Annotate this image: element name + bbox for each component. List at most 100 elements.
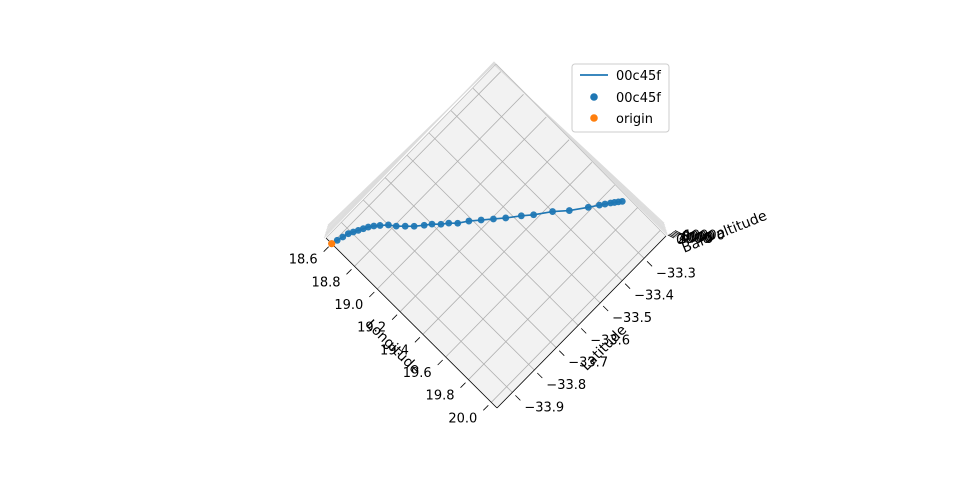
tick-mark-lon	[483, 405, 489, 411]
back-edge-right	[495, 63, 667, 237]
z-tick-label: 0	[676, 233, 684, 248]
x-tick-label: 20.0	[448, 411, 477, 426]
grid-line-lon	[491, 230, 661, 403]
tick-mark-lon	[414, 337, 421, 343]
y-tick-label: −33.7	[568, 356, 608, 371]
grid-line-lon	[468, 207, 638, 380]
tick-mark-lon	[323, 246, 329, 252]
tick-mark-z	[672, 231, 679, 236]
track-point	[584, 203, 592, 211]
track-point	[601, 200, 609, 208]
track-point	[392, 222, 400, 230]
tick-mark-lat	[624, 283, 631, 289]
tick-mark-lat	[646, 261, 653, 267]
track-point	[437, 220, 445, 228]
grid-line-lat	[428, 132, 601, 304]
track-point	[596, 201, 603, 209]
tick-mark-z	[674, 230, 682, 234]
grid-line-lat	[472, 88, 645, 259]
x-tick-label: 18.6	[289, 253, 318, 268]
tick-mark-lat	[580, 328, 587, 334]
y-tick-label: −33.4	[634, 289, 674, 304]
tick-mark-z	[673, 231, 680, 235]
y-tick-label: −33.6	[590, 333, 630, 348]
tick-mark-lon	[346, 269, 352, 275]
tick-mark-lon	[437, 359, 443, 366]
track-point	[401, 222, 409, 230]
track-point	[376, 222, 384, 229]
x-tick-label: 18.8	[312, 275, 341, 290]
grid-line-lon	[422, 162, 593, 335]
grid-line-lon	[399, 139, 570, 312]
y-axis-line	[496, 235, 667, 409]
z-tick-label: 4000	[679, 231, 712, 246]
tick-mark-lon	[391, 314, 398, 320]
legend-label-scatter: 00c45f	[616, 91, 661, 106]
axis-lines	[325, 63, 667, 409]
tick-mark-lat	[537, 372, 543, 379]
grid-line-lat	[406, 155, 579, 326]
track-point	[370, 222, 378, 230]
origin-point	[328, 240, 336, 248]
track-point	[477, 216, 485, 224]
track-point	[445, 219, 453, 227]
grid-line-lat	[341, 222, 513, 393]
track-point	[502, 214, 510, 222]
tick-mark-z	[669, 233, 676, 238]
track-point	[530, 211, 538, 219]
tick-mark-lon	[369, 291, 375, 298]
track-point	[410, 222, 418, 230]
track-point	[465, 217, 473, 225]
tick-mark-lon	[460, 382, 466, 388]
track-point	[420, 221, 428, 229]
track-point	[549, 208, 556, 215]
tick-mark-z	[670, 232, 677, 237]
legend-label-line: 00c45f	[616, 69, 661, 84]
tick-labels: 18.6 18.8 19.0 19.2 19.4 19.6 19.8 20.0 −33.9 −33…	[289, 229, 725, 427]
grid-line-lat	[363, 199, 535, 371]
z-tick-label: 2000	[678, 232, 711, 247]
tick-mark-lat	[602, 305, 609, 312]
grid-line-lat	[384, 177, 557, 348]
track-point	[565, 207, 573, 214]
legend: 00c45f 00c45f origin	[571, 63, 670, 133]
track-series	[328, 197, 626, 248]
track-point	[384, 221, 392, 229]
track-point	[454, 219, 462, 227]
y-tick-label: −33.5	[612, 311, 652, 326]
x-tick-label: 19.0	[334, 298, 363, 313]
tick-mark-z	[667, 234, 675, 239]
track-point	[333, 236, 341, 244]
track-point	[517, 212, 525, 220]
y-tick-label: −33.9	[524, 400, 564, 415]
track-point	[428, 220, 436, 228]
grid-line-lon	[354, 94, 524, 267]
track-point	[364, 223, 372, 231]
z-tick-label: 10000	[684, 229, 725, 244]
x-tick-label: 19.4	[380, 343, 409, 358]
x-tick-label: 19.8	[426, 389, 455, 404]
back-pane-edge	[327, 64, 665, 226]
grid-lines	[331, 71, 661, 403]
grid-line-lat	[450, 110, 623, 281]
z-tick-label: 8000	[682, 229, 715, 244]
tick-marks	[323, 230, 682, 411]
back-edge-left	[325, 63, 497, 239]
track-point	[339, 233, 347, 241]
legend-origin-swatch	[590, 114, 598, 122]
z-tick-label: 6000	[681, 230, 714, 245]
track-point	[490, 215, 497, 223]
x-axis-line	[325, 237, 498, 409]
tick-mark-lat	[515, 395, 521, 401]
y-tick-label: −33.8	[546, 378, 586, 393]
track-point	[618, 197, 626, 205]
x-tick-label: 19.2	[357, 321, 386, 336]
grid-line-lon	[331, 71, 501, 244]
y-tick-label: −33.3	[656, 266, 696, 281]
tick-mark-lat	[558, 350, 565, 356]
legend-scatter-swatch	[590, 93, 598, 101]
grid-line-lon	[377, 116, 547, 290]
grid-line-lon	[445, 184, 615, 358]
x-tick-label: 19.6	[403, 366, 432, 381]
